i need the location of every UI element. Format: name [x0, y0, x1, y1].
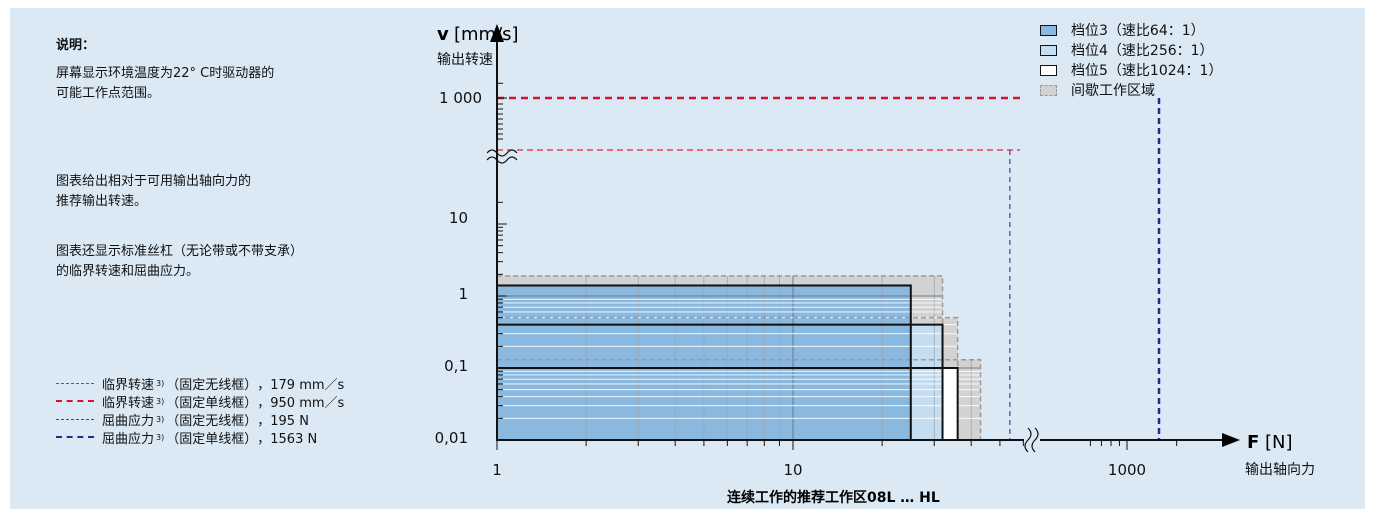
ref-mount: （固定无线框） — [166, 377, 258, 393]
x-axis-label: 输出轴向力 — [1245, 462, 1315, 478]
grid-group — [497, 275, 981, 441]
grid-lines — [497, 275, 981, 441]
y-break-mark — [486, 156, 518, 164]
ref-value: ，179 mm／s — [257, 377, 345, 393]
y-axis-symbol: v — [437, 24, 449, 45]
x-tick-label: 10 — [783, 461, 802, 479]
description-line: 可能工作点范围。 — [56, 86, 161, 101]
ref-footnote: 3) — [156, 378, 165, 388]
ref-mount: （固定无线框） — [166, 413, 258, 429]
y-tick-label: 10 — [449, 209, 468, 227]
operating-bands — [497, 275, 981, 440]
legend-swatch — [1040, 24, 1057, 36]
y-tick-label: 0,1 — [444, 357, 468, 375]
chart-legend: 档位3（速比64：1） 档位4（速比256：1） 档位5（速比1024：1） 间… — [1040, 20, 1222, 100]
ref-value: ，195 N — [257, 413, 309, 429]
description-para-3: 图表还显示标准丝杠（无论带或不带支承） 的临界转速和屈曲应力。 — [56, 242, 303, 282]
ref-footnote: 3) — [156, 432, 165, 442]
ref-mount: （固定单线框） — [166, 395, 258, 411]
legend-label: 档位3（速比64：1） — [1071, 23, 1205, 39]
legend-label: 间歇工作区域 — [1071, 83, 1155, 99]
ref-footnote: 3) — [156, 396, 165, 406]
description-line: 屏幕显示环境温度为22° C时驱动器的 — [56, 66, 275, 81]
y-tick-label: 0,01 — [435, 429, 468, 447]
reference-lines — [497, 96, 1161, 440]
chart-footer: 连续工作的推荐工作区08L … HL — [727, 489, 940, 506]
y-axis-arrow — [490, 24, 504, 42]
description-line: 图表还显示标准丝杠（无论带或不带支承） — [56, 244, 304, 259]
x-break-mark — [1024, 427, 1032, 453]
thick-blue-dash-swatch — [56, 436, 94, 438]
ref-label: 临界转速 — [102, 395, 155, 411]
ref-value: ，1563 N — [257, 431, 318, 447]
description-line: 推荐输出转速。 — [56, 194, 148, 209]
legend-label: 档位4（速比256：1） — [1071, 43, 1214, 59]
description-para-2: 图表给出相对于可用输出轴向力的 推荐输出转速。 — [56, 172, 251, 212]
x-axis-arrow — [1222, 433, 1240, 447]
ref-label: 临界转速 — [102, 377, 155, 393]
intermittent-outline — [496, 359, 982, 441]
y-tick-label: 1 000 — [439, 89, 482, 107]
legend-swatch — [1040, 64, 1057, 76]
ref-legend-critical-speed-thick: 临界转速 3) （固定单线框） ，950 mm／s — [56, 392, 345, 411]
x-tick-label: 1 — [492, 461, 502, 479]
legend-swatch — [1040, 44, 1057, 56]
description-heading: 说明： — [56, 38, 96, 53]
ref-label: 屈曲应力 — [102, 413, 155, 429]
y-axis-label: 输出转速 — [437, 52, 493, 68]
reference-line-legend: 临界转速 3) （固定无线框） ，179 mm／s 临界转速 3) （固定单线框） ，950… — [56, 374, 345, 447]
ref-value: ，950 mm／s — [257, 395, 345, 411]
y-tick-label: 1 — [458, 285, 468, 303]
axes — [486, 24, 1240, 453]
legend-item: 档位4（速比256：1） — [1040, 40, 1222, 60]
thick-red-dash-swatch — [56, 400, 94, 402]
y-break-mark — [486, 149, 518, 157]
x-break-gap — [1024, 434, 1040, 446]
ref-legend-buckling-thin: 屈曲应力 3) （固定无线框） ，195 N — [56, 410, 344, 429]
x-axis-symbol: F — [1247, 432, 1259, 453]
legend-item: 档位3（速比64：1） — [1040, 20, 1222, 40]
legend-swatch — [1040, 84, 1057, 96]
ref-mount: （固定单线框） — [166, 431, 258, 447]
legend-item: 档位5（速比1024：1） — [1040, 60, 1222, 80]
thin-blue-dash-swatch — [56, 418, 94, 420]
legend-item: 间歇工作区域 — [1040, 80, 1222, 100]
legend-label: 档位5（速比1024：1） — [1071, 63, 1223, 79]
y-axis-unit: [mm/s] — [454, 24, 519, 45]
description-line: 的临界转速和屈曲应力。 — [56, 264, 200, 279]
x-axis-unit: [N] — [1265, 432, 1293, 453]
thin-red-dash-swatch — [56, 382, 94, 384]
description-para-1: 屏幕显示环境温度为22° C时驱动器的 可能工作点范围。 — [56, 64, 274, 104]
ref-legend-buckling-thick: 屈曲应力 3) （固定单线框） ，1563 N — [56, 428, 344, 447]
x-break-mark — [1031, 427, 1039, 453]
x-tick-label: 1000 — [1108, 461, 1146, 479]
ref-footnote: 3) — [156, 414, 165, 424]
description-line: 图表给出相对于可用输出轴向力的 — [56, 174, 252, 189]
ref-label: 屈曲应力 — [102, 431, 155, 447]
ref-legend-critical-speed-thin: 临界转速 3) （固定无线框） ，179 mm／s — [56, 374, 345, 393]
